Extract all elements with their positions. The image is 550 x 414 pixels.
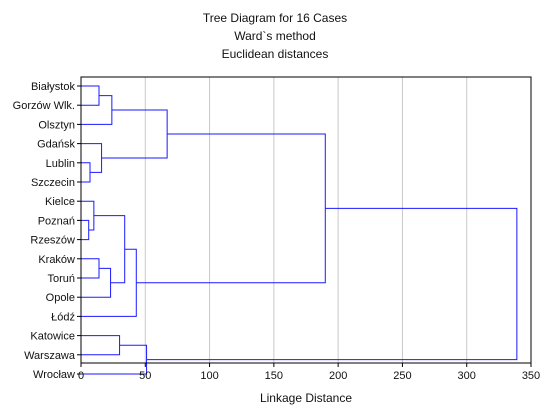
dendrogram-link [81,143,103,173]
leaf-label: Katowice [30,331,75,343]
chart-subtitle-metric: Euclidean distances [221,47,329,61]
x-tick-label: 150 [265,370,283,382]
x-tick-label: 250 [393,370,411,382]
x-tick-label: 300 [458,370,476,382]
chart-titles: Tree Diagram for 16 Cases Ward`s method … [0,9,550,63]
x-tick-label: 0 [78,370,84,382]
leaf-label: Szczecin [31,177,75,189]
x-axis-ticks: 0 50 100 150 200 250 300 350 [78,363,540,382]
plot-frame [80,76,532,364]
dendrogram-link [81,95,113,125]
leaf-label: Rzeszów [30,235,75,247]
x-tick-label: 50 [139,370,151,382]
leaf-label: Łódź [51,311,75,323]
leaf-label: Olsztyn [38,119,75,131]
leaf-label: Gdańsk [37,139,75,151]
grid-lines [144,77,468,363]
leaf-label: Lublin [46,158,75,170]
dendrogram-link [81,219,90,241]
dendrogram-links [81,85,518,375]
dendrogram-link [136,133,326,284]
dendrogram-link [81,200,95,231]
chart-subtitle-method: Ward`s method [234,29,316,43]
x-axis-label: Linkage Distance [260,391,352,405]
dendrogram-link [81,162,91,183]
x-tick-label: 100 [200,370,218,382]
dendrogram-link [81,85,100,106]
chart-title: Tree Diagram for 16 Cases [202,11,348,25]
dendrogram-link [93,215,126,284]
dendrogram-link [146,207,518,361]
dendrogram-link [81,335,121,356]
leaf-label: Gorzów Wlk. [13,100,75,112]
leaf-label: Białystok [31,81,76,93]
leaf-label: Poznań [38,215,75,227]
dendrogram-link [81,267,112,298]
leaf-label: Warszawa [24,350,76,362]
dendrogram-link [81,258,100,279]
leaf-label: Wrocław [33,369,75,381]
dendrogram-link [81,344,148,375]
x-tick-label: 200 [329,370,347,382]
leaf-label: Opole [46,292,75,304]
leaf-label: Toruń [47,273,75,285]
x-tick-label: 350 [522,370,540,382]
leaf-label: Kielce [45,196,75,208]
leaf-label: Kraków [38,254,75,266]
leaf-labels: Białystok Gorzów Wlk. Olsztyn Gdańsk Lublin S… [13,81,81,381]
